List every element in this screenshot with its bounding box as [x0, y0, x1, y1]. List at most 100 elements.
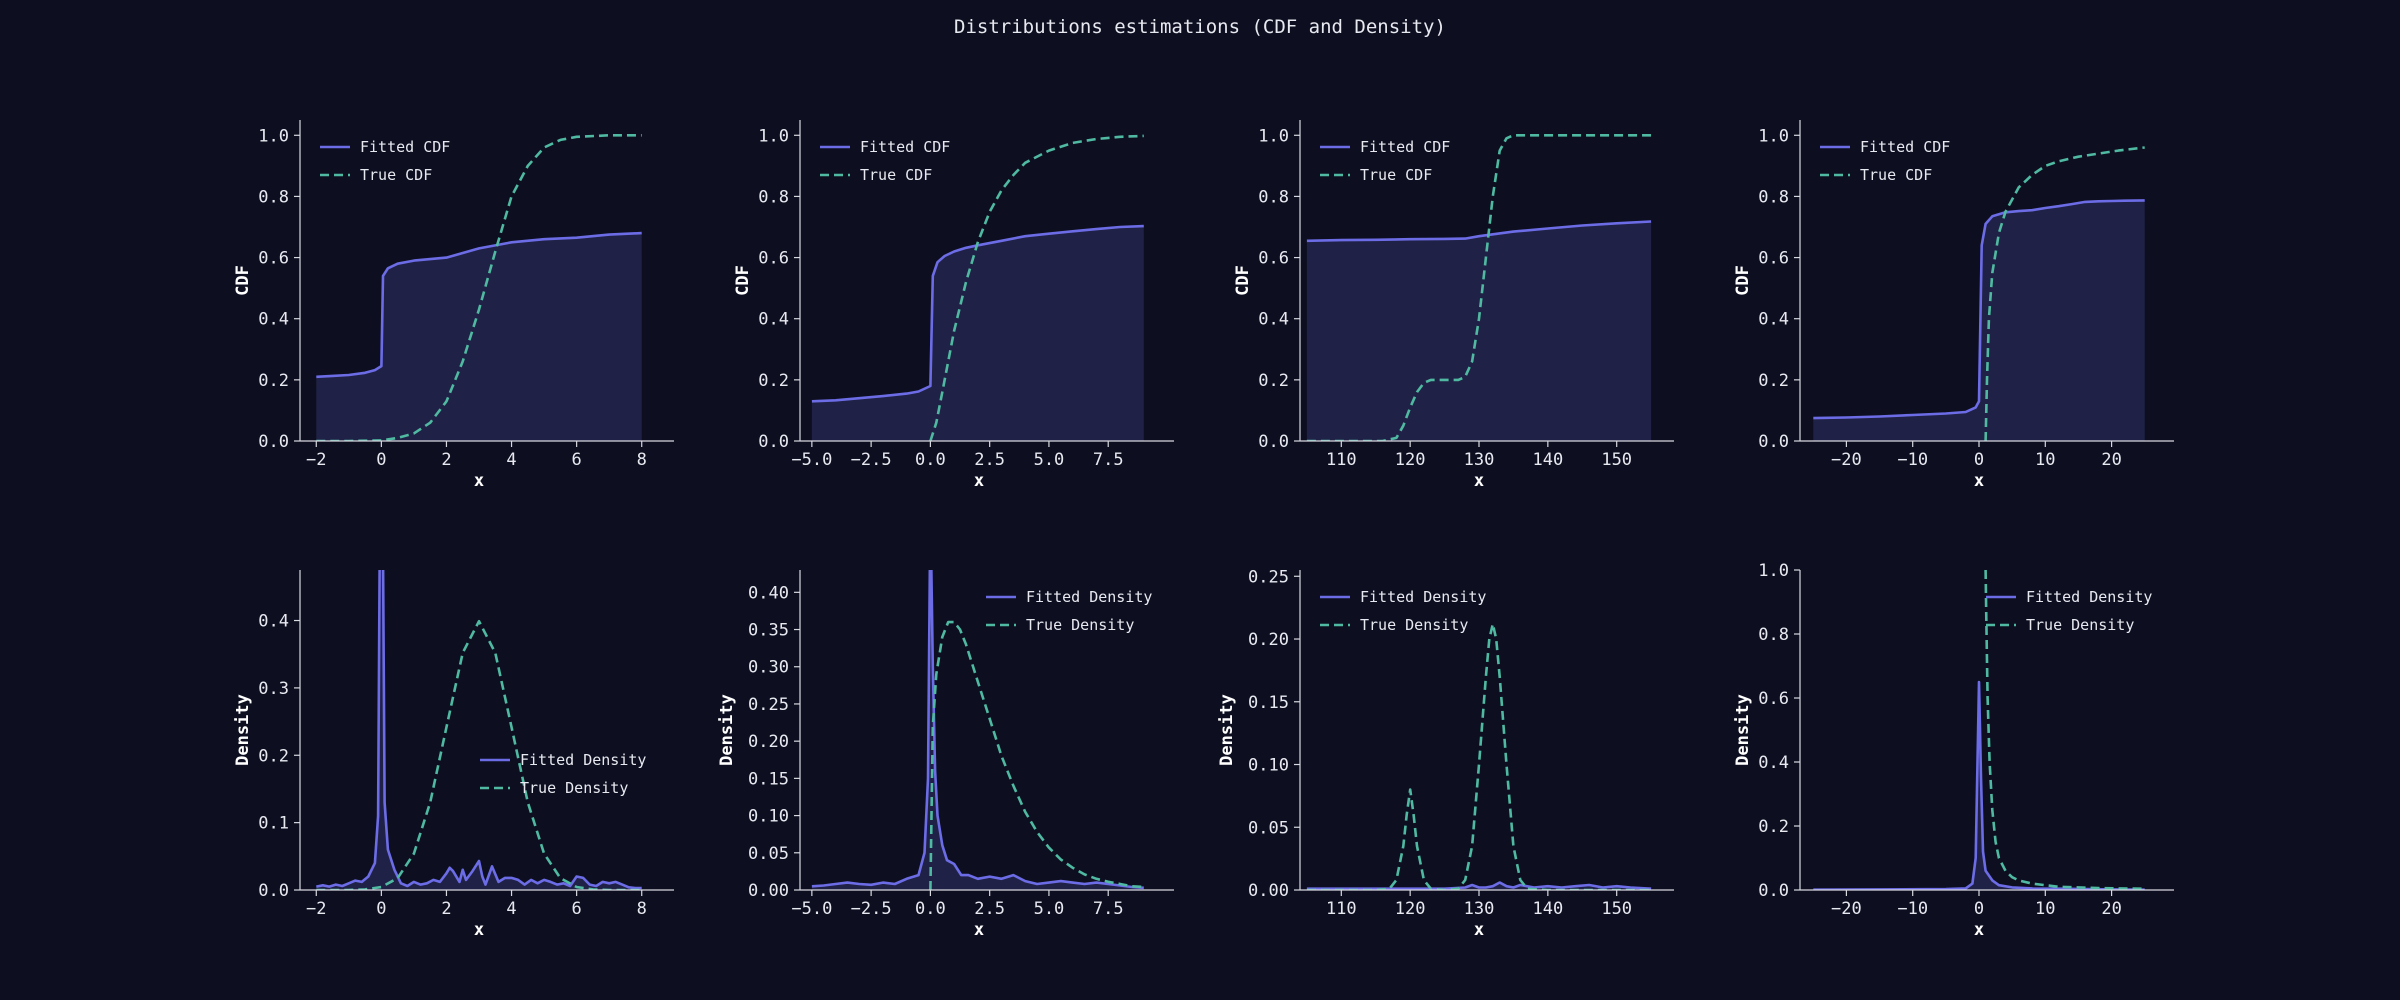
- y-tick-label: 0.00: [1248, 881, 1289, 901]
- x-tick-label: −20: [1831, 899, 1862, 919]
- y-axis-label: Density: [233, 694, 253, 766]
- legend-entry: Fitted Density: [1026, 588, 1152, 606]
- y-tick-label: 0.2: [1258, 371, 1289, 391]
- fitted-density-line: [1813, 680, 2145, 890]
- x-axis-label: x: [474, 920, 484, 940]
- y-tick-label: 0.15: [1248, 693, 1289, 713]
- x-tick-label: 2.5: [974, 450, 1005, 470]
- legend-entry: True Density: [2026, 616, 2134, 634]
- plot-area: [316, 134, 642, 441]
- y-tick-label: 0.2: [258, 371, 289, 391]
- x-axis-label: x: [974, 471, 984, 491]
- x-tick-label: 7.5: [1093, 450, 1124, 470]
- fitted-cdf-fill: [1813, 200, 2145, 441]
- y-tick-label: 0.20: [748, 732, 789, 752]
- chart-panel-1: −2 0 2 4 6 8 0.0 0.2 0.4 0.6 0.8 1.0 x CDF Fitted CDF T…: [233, 120, 674, 491]
- y-tick-label: 0.0: [1758, 432, 1789, 452]
- x-tick-label: −2.5: [851, 450, 892, 470]
- x-tick-label: 2.5: [974, 899, 1005, 919]
- y-tick-label: 0.6: [1758, 689, 1789, 709]
- legend-entry: Fitted CDF: [1360, 138, 1450, 156]
- x-tick-label: 8: [637, 899, 647, 919]
- x-tick-label: 2: [441, 899, 451, 919]
- y-tick-label: 0.4: [758, 310, 789, 330]
- fitted-cdf-line: [1813, 199, 2145, 420]
- y-tick-label: 0.0: [258, 432, 289, 452]
- legend: Fitted Density True Density: [1986, 588, 2152, 634]
- legend-entry: True CDF: [1860, 166, 1932, 184]
- chart-panel-3: 110 120 130 140 150 0.0 0.2 0.4 0.6 0.8 1.0 x CDF Fit…: [1233, 120, 1674, 491]
- y-tick-label: 0.4: [258, 310, 289, 330]
- y-axis-label: CDF: [233, 265, 253, 296]
- x-tick-label: 0.0: [915, 450, 946, 470]
- y-tick-label: 0.4: [1758, 310, 1789, 330]
- fitted-density-fill: [316, 570, 642, 890]
- x-tick-label: 5.0: [1034, 899, 1065, 919]
- x-tick-label: 6: [572, 450, 582, 470]
- y-tick-label: 0.4: [1258, 310, 1289, 330]
- chart-panel-5: −2 0 2 4 6 8 0.0 0.1 0.2 0.3 0.4 x Density Fitted Den…: [233, 570, 674, 940]
- y-axis-label: CDF: [1233, 265, 1253, 296]
- x-tick-label: 4: [506, 450, 516, 470]
- x-tick-label: −20: [1831, 450, 1862, 470]
- y-tick-label: 0.6: [1758, 249, 1789, 269]
- y-tick-label: 0.10: [1248, 756, 1289, 776]
- y-tick-label: 0.2: [258, 746, 289, 766]
- fitted-density-line: [811, 570, 1144, 890]
- x-axis-label: x: [1974, 920, 1984, 940]
- x-tick-label: 0: [1974, 899, 1984, 919]
- y-tick-label: 0.30: [748, 658, 789, 678]
- fitted-cdf-fill: [811, 226, 1144, 441]
- fitted-cdf-line: [316, 231, 642, 379]
- chart-panel-2: −5.0 −2.5 0.0 2.5 5.0 7.5 0.0 0.2 0.4 0.6 0.8 1.0 x C…: [733, 120, 1174, 491]
- y-tick-label: 0.8: [1258, 187, 1289, 207]
- legend: Fitted Density True Density: [986, 588, 1152, 634]
- x-tick-label: 8: [637, 450, 647, 470]
- y-tick-label: 0.2: [1758, 371, 1789, 391]
- legend-entry: Fitted Density: [520, 751, 646, 769]
- legend-entry: Fitted Density: [2026, 588, 2152, 606]
- plot-area: [1306, 134, 1652, 441]
- legend-entry: True CDF: [860, 166, 932, 184]
- y-tick-label: 0.2: [1758, 817, 1789, 837]
- x-tick-label: −10: [1897, 899, 1928, 919]
- x-tick-label: 130: [1464, 899, 1495, 919]
- fitted-cdf-fill: [316, 233, 642, 441]
- y-axis-label: Density: [717, 694, 737, 766]
- y-tick-label: 0.10: [748, 807, 789, 827]
- plot-area: [811, 570, 1144, 890]
- y-tick-label: 0.20: [1248, 630, 1289, 650]
- fitted-density-line: [316, 570, 642, 890]
- y-tick-label: 0.4: [258, 612, 289, 632]
- plot-area: [1306, 622, 1652, 890]
- x-tick-label: 120: [1395, 899, 1426, 919]
- x-tick-label: 20: [2101, 899, 2121, 919]
- fitted-density-fill: [811, 570, 1144, 890]
- legend: Fitted CDF True CDF: [1320, 138, 1450, 184]
- x-tick-label: 150: [1601, 899, 1632, 919]
- x-tick-label: 0: [376, 899, 386, 919]
- x-tick-label: 140: [1532, 899, 1563, 919]
- y-tick-label: 1.0: [1758, 561, 1789, 581]
- x-tick-label: 150: [1601, 450, 1632, 470]
- plot-area: [1813, 570, 2145, 890]
- x-tick-label: 4: [506, 899, 516, 919]
- true-density-line: [316, 619, 642, 890]
- y-tick-label: 0.2: [758, 371, 789, 391]
- y-tick-label: 0.8: [1758, 187, 1789, 207]
- x-tick-label: 0.0: [915, 899, 946, 919]
- legend-entry: True Density: [1026, 616, 1134, 634]
- x-tick-label: 120: [1395, 450, 1426, 470]
- y-tick-label: 0.40: [748, 583, 789, 603]
- legend-entry: Fitted CDF: [360, 138, 450, 156]
- y-tick-label: 0.8: [258, 187, 289, 207]
- chart-panel-4: −20 −10 0 10 20 0.0 0.2 0.4 0.6 0.8 1.0 x CDF Fitted …: [1733, 120, 2174, 491]
- y-tick-label: 0.25: [748, 695, 789, 715]
- chart-panel-7: 110 120 130 140 150 0.00 0.05 0.10 0.15 0.20 0.25 x…: [1217, 567, 1674, 940]
- true-cdf-line: [1306, 134, 1652, 441]
- x-tick-label: −2: [306, 450, 326, 470]
- y-axis-label: Density: [1733, 694, 1753, 766]
- x-tick-label: −2.5: [851, 899, 892, 919]
